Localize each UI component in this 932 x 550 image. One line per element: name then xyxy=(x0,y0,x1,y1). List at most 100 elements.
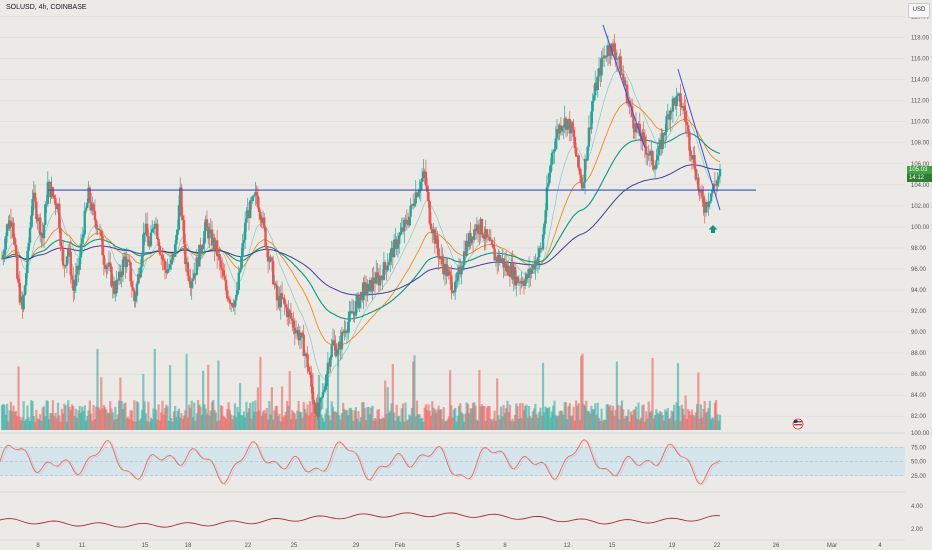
candle-body xyxy=(429,223,433,230)
volume-bar xyxy=(711,417,714,430)
volume-bar xyxy=(17,366,20,430)
currency-button[interactable]: USD xyxy=(908,3,930,18)
candle-body xyxy=(690,155,694,160)
candle-body xyxy=(700,189,704,197)
candle-body xyxy=(302,334,305,357)
volume-bar xyxy=(459,403,462,430)
candle-body xyxy=(292,320,295,328)
price-tick-label: 84.00 xyxy=(911,393,927,399)
volume-bar xyxy=(307,415,310,430)
volume-bar xyxy=(524,405,527,430)
candle-body xyxy=(522,284,526,286)
candle-body xyxy=(703,206,706,213)
candle-body xyxy=(468,233,471,247)
candle-body xyxy=(386,265,389,271)
volume-bar xyxy=(200,414,203,430)
candle-body xyxy=(158,246,162,255)
candle-body xyxy=(61,249,65,266)
volume-bar xyxy=(93,419,97,430)
volume-bar xyxy=(60,408,63,430)
volume-bar xyxy=(105,409,108,430)
price-tick-label: 94.00 xyxy=(911,288,927,294)
candle-body xyxy=(669,110,672,120)
candle-body xyxy=(70,275,74,280)
volume-bar xyxy=(249,403,252,430)
volume-bar xyxy=(226,408,229,430)
volume-bar xyxy=(82,410,85,430)
candle-body xyxy=(437,248,440,259)
candle-body xyxy=(349,311,353,312)
volume-bar xyxy=(18,416,21,430)
volume-bar xyxy=(497,415,500,430)
volume-bar xyxy=(718,414,722,430)
volume-bar xyxy=(703,401,706,430)
candle-body xyxy=(38,217,42,236)
volume-bar xyxy=(28,421,32,430)
volume-bar xyxy=(704,412,708,430)
candle-body xyxy=(521,280,524,285)
candle-body xyxy=(131,287,135,291)
candle-body xyxy=(686,125,690,132)
volume-bar xyxy=(266,419,270,430)
candle-body xyxy=(382,262,386,280)
volume-bar xyxy=(30,400,33,430)
candle-body xyxy=(433,229,437,244)
candle-body xyxy=(689,150,692,156)
candle-body xyxy=(106,266,109,268)
candle-body xyxy=(134,295,137,302)
volume-bar xyxy=(133,400,136,430)
volume-bar xyxy=(277,416,280,430)
candle-body xyxy=(13,237,16,246)
candle-body xyxy=(74,274,78,287)
volume-bar xyxy=(503,412,506,430)
date-tick-label: 15 xyxy=(142,543,149,549)
price-tick-label: 82.00 xyxy=(911,414,927,420)
candle-body xyxy=(555,128,559,139)
candle-body xyxy=(572,129,575,137)
candle-body xyxy=(341,331,345,333)
candle-body xyxy=(485,229,489,237)
candle-body xyxy=(264,227,267,247)
volume-bar xyxy=(251,401,254,430)
volume-bar xyxy=(440,409,443,430)
candle-body xyxy=(538,248,541,258)
candle-body xyxy=(544,210,547,224)
volume-bar xyxy=(202,370,205,430)
volume-bar xyxy=(350,409,354,430)
volume-bar xyxy=(182,415,186,430)
volume-bar xyxy=(632,410,635,430)
volume-bar xyxy=(547,408,550,430)
volume-bar xyxy=(275,405,279,430)
volume-bar xyxy=(395,404,398,430)
volume-bar xyxy=(96,348,99,430)
candle-body xyxy=(414,192,417,204)
candle-body xyxy=(157,239,160,247)
candle-body xyxy=(0,258,4,260)
candle-body xyxy=(431,229,434,234)
volume-bar xyxy=(480,404,484,430)
candle-body xyxy=(633,128,636,133)
volume-bar xyxy=(461,413,464,430)
volume-bar xyxy=(585,400,588,430)
volume-bar xyxy=(2,403,5,430)
candle-body xyxy=(670,110,673,112)
volume-bar xyxy=(258,410,261,430)
candle-body xyxy=(476,224,480,234)
candle-body xyxy=(567,119,570,121)
volume-bar xyxy=(390,403,393,430)
volume-bars xyxy=(0,348,722,430)
volume-bar xyxy=(124,402,127,430)
volume-bar xyxy=(227,402,230,430)
volume-bar xyxy=(87,410,90,430)
volume-bar xyxy=(190,400,193,430)
candle-body xyxy=(698,189,701,193)
candle-body xyxy=(348,311,351,322)
volume-bar xyxy=(319,403,322,430)
candle-body xyxy=(59,228,62,246)
candle-body xyxy=(440,256,443,259)
candle-body xyxy=(487,236,490,238)
volume-bar xyxy=(575,400,578,430)
volume-bar xyxy=(544,406,547,430)
volume-bar xyxy=(174,405,177,430)
